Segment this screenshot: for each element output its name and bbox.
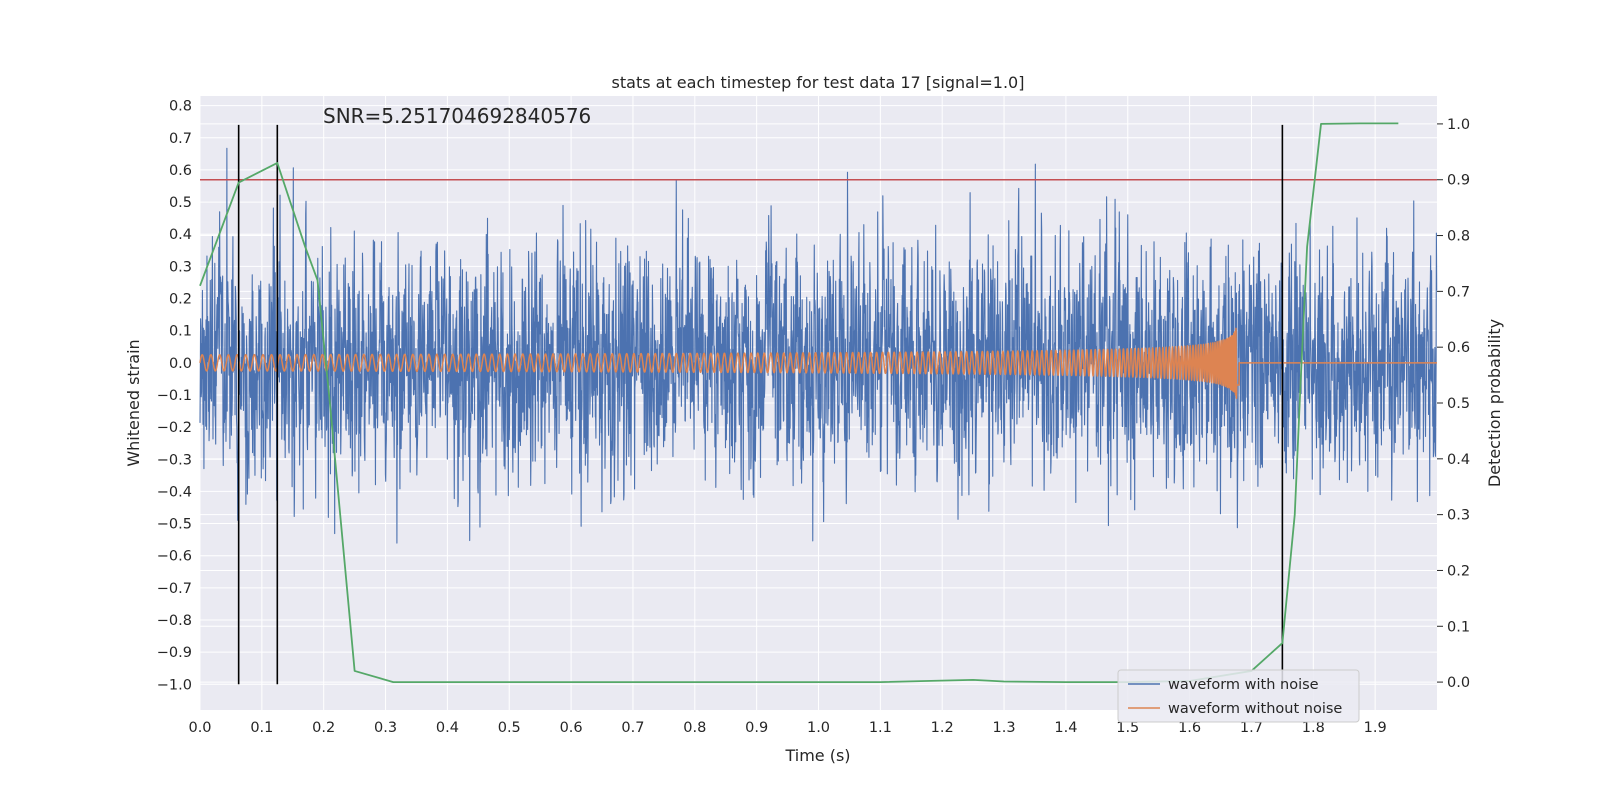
y-axis-ticks: 0.8 0.7 0.6 0.5 0.4 0.3 0.2 0.1 0.0 −0.1 −0.2 −0.3 −… (157, 99, 192, 694)
y2-tick-label: 0.4 (1447, 452, 1470, 468)
x-axis-label: Time (s) (784, 746, 850, 765)
clean-line (199, 327, 1438, 400)
legend: waveform with noise waveform without noi… (1117, 669, 1360, 723)
y-tick-label: 0.5 (169, 195, 192, 211)
x-tick-label: 1.2 (931, 720, 954, 736)
y2-tick-label: 0.9 (1447, 173, 1470, 189)
legend-label-clean: waveform without noise (1168, 701, 1342, 717)
x-tick-label: 0.2 (312, 720, 335, 736)
y-tick-label: −0.9 (157, 645, 192, 661)
y-tick-label: −0.2 (157, 420, 192, 436)
series-waveform-with-noise (199, 147, 1438, 544)
y-tick-label: 0.4 (169, 227, 192, 243)
y-tick-label: 0.7 (169, 131, 192, 147)
y-tick-label: 0.8 (169, 99, 192, 115)
x-tick-label: 1.1 (869, 720, 892, 736)
x-tick-label: 0.5 (498, 720, 521, 736)
x-axis-ticks: 0.0 0.1 0.2 0.3 0.4 0.5 0.6 0.7 0.8 0.9 1.0 1.1 1.2 1… (188, 720, 1386, 736)
vertical-markers (237, 124, 1284, 685)
x-tick-label: 1.3 (993, 720, 1016, 736)
y2-tick-label: 0.7 (1447, 284, 1470, 300)
y-tick-label: −0.4 (157, 484, 192, 500)
y-axis-label: Whitened strain (124, 339, 143, 466)
x-tick-label: 1.6 (1178, 720, 1201, 736)
probability-line (199, 122, 1399, 683)
x-tick-label: 1.8 (1302, 720, 1325, 736)
noise-line (199, 147, 1438, 544)
x-tick-label: 0.7 (621, 720, 644, 736)
y-tick-label: −0.5 (157, 517, 192, 533)
series-waveform-without-noise (199, 327, 1438, 400)
y-tick-label: 0.3 (169, 259, 192, 275)
x-tick-label: 1.5 (1116, 720, 1139, 736)
x-tick-label: 1.9 (1364, 720, 1387, 736)
x-tick-label: 1.4 (1054, 720, 1077, 736)
y2-tick-label: 0.1 (1447, 619, 1470, 635)
x-tick-label: 0.8 (683, 720, 706, 736)
snr-annotation: SNR=5.251704692840576 (323, 104, 591, 128)
y-tick-label: 0.6 (169, 163, 192, 179)
y2-tick-label: 1.0 (1447, 117, 1470, 133)
y-tick-label: 0.1 (169, 324, 192, 340)
chart-title: stats at each timestep for test data 17 … (612, 73, 1025, 92)
y2-axis-label: Detection probability (1485, 319, 1504, 487)
x-tick-label: 0.4 (436, 720, 459, 736)
y2-axis-ticks: 0.0 0.1 0.2 0.3 0.4 0.5 0.6 0.7 0.8 0.9 1.0 (1437, 117, 1470, 691)
x-tick-label: 1.7 (1240, 720, 1263, 736)
y2-tick-label: 0.8 (1447, 229, 1470, 245)
x-tick-label: 0.1 (250, 720, 273, 736)
y-tick-label: 0.0 (169, 356, 192, 372)
y-tick-label: −0.8 (157, 613, 192, 629)
legend-label-noise: waveform with noise (1168, 677, 1319, 693)
x-tick-label: 0.6 (560, 720, 583, 736)
x-tick-label: 0.9 (745, 720, 768, 736)
y-tick-label: −1.0 (157, 677, 192, 693)
y-tick-label: 0.2 (169, 292, 192, 308)
y-tick-label: −0.7 (157, 581, 192, 597)
y2-tick-label: 0.5 (1447, 396, 1470, 412)
y-tick-label: −0.3 (157, 452, 192, 468)
y-tick-label: −0.6 (157, 549, 192, 565)
x-tick-label: 0.0 (188, 720, 211, 736)
x-tick-label: 0.3 (374, 720, 397, 736)
series-detection-probability (199, 122, 1399, 683)
x-tick-label: 1.0 (807, 720, 830, 736)
legend-box (1117, 669, 1360, 723)
y2-tick-label: 0.6 (1447, 340, 1470, 356)
y-tick-label: −0.1 (157, 388, 192, 404)
y2-tick-label: 0.0 (1447, 675, 1470, 691)
y2-tick-label: 0.3 (1447, 508, 1470, 524)
y2-tick-label: 0.2 (1447, 563, 1470, 579)
